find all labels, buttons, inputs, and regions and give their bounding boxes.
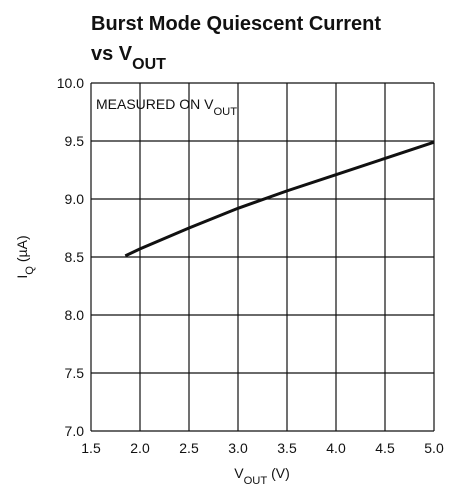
chart-title-part: vs V (91, 43, 133, 65)
chart-title-part: Burst Mode Quiescent Current (91, 13, 381, 35)
x-axis-label-part: V (234, 465, 244, 481)
x-axis-label-part: (V) (267, 465, 290, 481)
x-tick-label: 4.5 (375, 440, 395, 456)
y-axis-label-part: Q (24, 266, 36, 275)
chart-title: Burst Mode Quiescent Current (91, 13, 381, 35)
chart-title: vs VOUT (91, 43, 166, 73)
y-tick-label: 8.5 (65, 249, 85, 265)
y-tick-label: 7.0 (65, 423, 85, 439)
annotation-part: MEASURED ON V (96, 96, 214, 112)
x-tick-label: 1.5 (81, 440, 101, 456)
y-tick-label: 9.0 (65, 191, 85, 207)
x-tick-label: 4.0 (326, 440, 346, 456)
x-axis-label-part: OUT (244, 475, 268, 487)
x-axis-label: VOUT (V) (234, 465, 290, 487)
x-tick-label: 2.5 (179, 440, 199, 456)
y-axis-label: IQ (µA) (14, 235, 36, 278)
data-line (124, 140, 435, 258)
y-tick-label: 7.5 (65, 365, 85, 381)
x-tick-label: 5.0 (424, 440, 444, 456)
x-tick-label: 3.0 (228, 440, 248, 456)
annotation-part: OUT (213, 106, 237, 118)
y-tick-label: 8.0 (65, 307, 85, 323)
y-axis-label-part: (µA) (14, 235, 30, 266)
y-tick-label: 10.0 (57, 75, 84, 91)
chart-title-part: OUT (132, 56, 166, 73)
y-tick-label: 9.5 (65, 133, 85, 149)
x-tick-label: 3.5 (277, 440, 297, 456)
x-tick-label: 2.0 (130, 440, 150, 456)
annotation: MEASURED ON VOUT (96, 96, 237, 118)
y-axis-label-part: I (14, 275, 30, 279)
